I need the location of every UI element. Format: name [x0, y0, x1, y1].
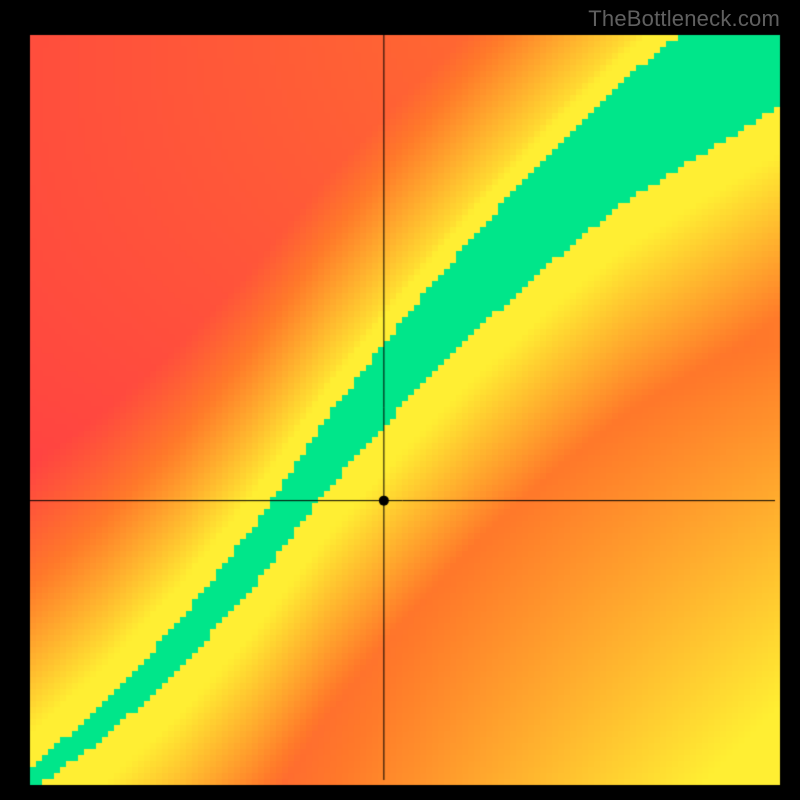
heatmap-canvas	[0, 0, 800, 800]
chart-container: TheBottleneck.com	[0, 0, 800, 800]
watermark-text: TheBottleneck.com	[588, 6, 780, 32]
